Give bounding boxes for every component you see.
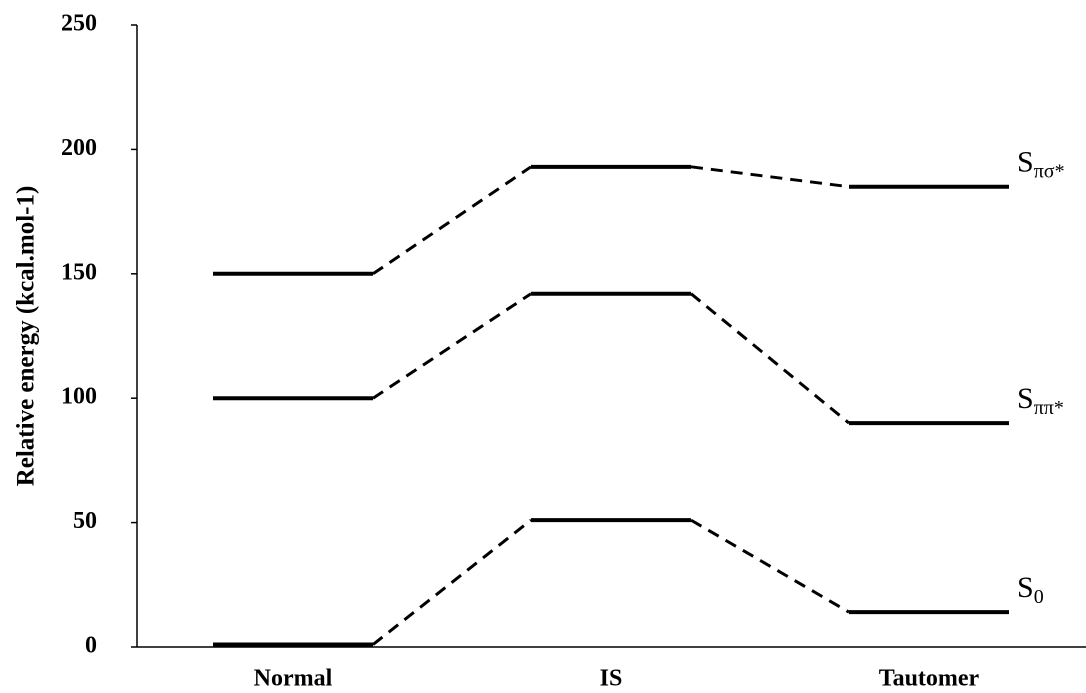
level-label: S0	[1017, 571, 1044, 608]
connector	[373, 167, 531, 274]
x-tick-label: IS	[600, 666, 623, 692]
y-axis-label: Relative energy (kcal.mol-1)	[13, 186, 40, 487]
y-tick-label: 150	[61, 259, 97, 285]
y-tick-label: 200	[61, 135, 97, 161]
level-label: Sπσ*	[1017, 146, 1065, 183]
y-tick-label: 250	[61, 11, 97, 37]
connector	[691, 167, 849, 187]
connector	[373, 520, 531, 644]
y-tick-label: 100	[61, 384, 97, 410]
connector	[691, 294, 849, 423]
y-tick-label: 0	[85, 633, 97, 659]
connector	[691, 520, 849, 612]
connector	[373, 294, 531, 398]
x-tick-label: Normal	[254, 666, 333, 692]
x-tick-label: Tautomer	[879, 666, 980, 692]
chart: Relative energy (kcal.mol-1) 0 50 100 150 20…	[0, 0, 1086, 693]
y-tick-label: 50	[73, 508, 97, 534]
level-label: Sππ*	[1017, 382, 1064, 419]
